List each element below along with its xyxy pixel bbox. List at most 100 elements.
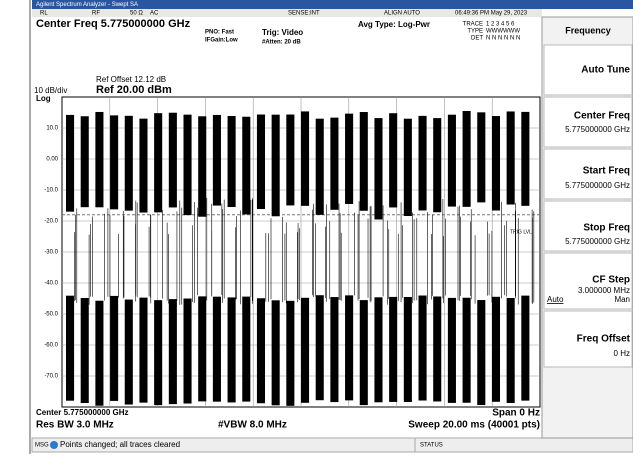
- burst-high: [433, 118, 442, 213]
- center-freq: Center Freq 5.775000000 GHz: [36, 18, 191, 30]
- pno: PNO: Fast: [205, 30, 234, 36]
- softkey-box[interactable]: [543, 200, 633, 252]
- burst-high: [242, 116, 251, 215]
- softkey[interactable]: CF Step 3.000000 MHz Auto Man: [543, 252, 633, 310]
- burst-low: [198, 296, 207, 402]
- msg-text: Points changed; all traces cleared: [60, 440, 180, 449]
- softkey-value[interactable]: 0 Hz: [614, 349, 630, 358]
- softkey-label[interactable]: CF Step: [592, 275, 630, 286]
- softkey-option[interactable]: Man: [614, 295, 630, 304]
- softkey-box[interactable]: [543, 44, 633, 96]
- msg-tag: MSG: [35, 443, 49, 449]
- atten: #Atten: 20 dB: [262, 40, 301, 46]
- trace-nums: 1 2 3 4 5 6: [486, 22, 515, 28]
- trace: [66, 111, 535, 406]
- softkey-label[interactable]: Auto Tune: [581, 65, 630, 76]
- burst-high: [345, 113, 354, 204]
- menu-title: Frequency: [565, 25, 611, 35]
- burst-low: [124, 299, 133, 405]
- softkey-value[interactable]: 5.775000000 GHz: [565, 237, 630, 246]
- burst-high: [418, 115, 427, 211]
- burst-low: [389, 296, 398, 402]
- burst-low: [242, 296, 251, 402]
- y-axis-label: -60.0: [44, 343, 58, 349]
- softkey[interactable]: Auto Tune: [543, 44, 633, 96]
- softkey-value[interactable]: 3.000000 MHz: [578, 286, 630, 295]
- title-bar: [32, 0, 633, 9]
- burst-low: [330, 297, 339, 403]
- burst-low: [403, 297, 412, 403]
- burst-high: [403, 118, 412, 217]
- span: Span 0 Hz: [492, 408, 540, 419]
- window-title: Agilent Spectrum Analyzer - Swept SA: [36, 2, 138, 8]
- y-axis-label: -20.0: [44, 219, 58, 225]
- softkey-box[interactable]: [543, 96, 633, 148]
- burst-high: [227, 115, 236, 208]
- burst-high: [256, 114, 266, 210]
- type-label: TYPE: [467, 29, 483, 35]
- y-axis-label: -10.0: [44, 188, 58, 194]
- softkey-label[interactable]: Freq Offset: [577, 334, 631, 345]
- status: RF: [92, 11, 100, 17]
- ifgain: IFGain:Low: [205, 38, 238, 44]
- softkey-label[interactable]: Stop Freq: [583, 223, 630, 234]
- burst-low: [521, 295, 530, 401]
- status-row: [32, 9, 542, 17]
- avg-type: Avg Type: Log-Pwr: [358, 20, 430, 29]
- softkey-option[interactable]: Auto: [547, 295, 564, 304]
- burst-low: [433, 296, 442, 402]
- burst-low: [154, 300, 163, 406]
- softkey-label[interactable]: Start Freq: [583, 166, 630, 177]
- softkey-value[interactable]: 5.775000000 GHz: [565, 181, 630, 190]
- burst-high: [168, 112, 177, 208]
- y-axis-label: -30.0: [44, 250, 58, 256]
- burst-low: [345, 295, 354, 401]
- burst-high: [389, 113, 398, 208]
- y-axis-label: -40.0: [44, 281, 58, 287]
- burst-high: [286, 114, 295, 206]
- softkey[interactable]: Start Freq 5.775000000 GHz: [543, 148, 633, 200]
- ref-offset: Ref Offset 12.12 dB: [96, 75, 166, 84]
- det-vals: N N N N N N: [486, 36, 520, 42]
- type-vals: WWWWWW: [486, 29, 520, 35]
- trace-label: TRACE: [463, 22, 483, 28]
- burst-high: [374, 118, 383, 220]
- burst-low: [374, 297, 383, 403]
- status-label: STATUS: [420, 443, 443, 449]
- burst-low: [271, 300, 280, 406]
- burst-low: [315, 295, 324, 401]
- softkey[interactable]: Center Freq 5.775000000 GHz: [543, 96, 633, 148]
- burst-high: [491, 116, 501, 211]
- burst-low: [286, 300, 295, 406]
- burst-high: [271, 114, 280, 217]
- plot: [61, 96, 541, 408]
- status: 50 Ω: [130, 11, 143, 17]
- softkey-value[interactable]: 5.775000000 GHz: [565, 125, 630, 134]
- trig: Trig: Video: [262, 28, 303, 37]
- status: SENSE:INT: [288, 11, 320, 17]
- burst-low: [301, 297, 310, 403]
- burst-high: [477, 112, 486, 203]
- dB-div: 10 dB/div: [34, 86, 67, 95]
- softkey-label[interactable]: Center Freq: [574, 111, 630, 122]
- trig-level: TRIG LVL: [510, 229, 532, 235]
- burst-low: [183, 298, 192, 404]
- softkey[interactable]: Stop Freq 5.775000000 GHz: [543, 200, 633, 252]
- softkey-box[interactable]: [543, 252, 633, 310]
- burst-low: [168, 299, 177, 405]
- vbw: #VBW 8.0 MHz: [218, 420, 287, 431]
- status: ALIGN AUTO: [384, 11, 420, 17]
- status: RL: [40, 11, 48, 17]
- burst-high: [462, 111, 471, 207]
- softkey[interactable]: Freq Offset 0 Hz: [543, 310, 633, 368]
- burst-high: [506, 111, 515, 205]
- rbw: Res BW 3.0 MHz: [36, 420, 114, 431]
- softkey-box[interactable]: [543, 148, 633, 200]
- y-axis-label: -70.0: [44, 374, 58, 380]
- softkey-box[interactable]: [543, 310, 633, 368]
- burst-low: [256, 298, 266, 404]
- ref-level: Ref 20.00 dBm: [96, 84, 172, 96]
- burst-low: [66, 295, 75, 401]
- burst-high: [183, 114, 192, 216]
